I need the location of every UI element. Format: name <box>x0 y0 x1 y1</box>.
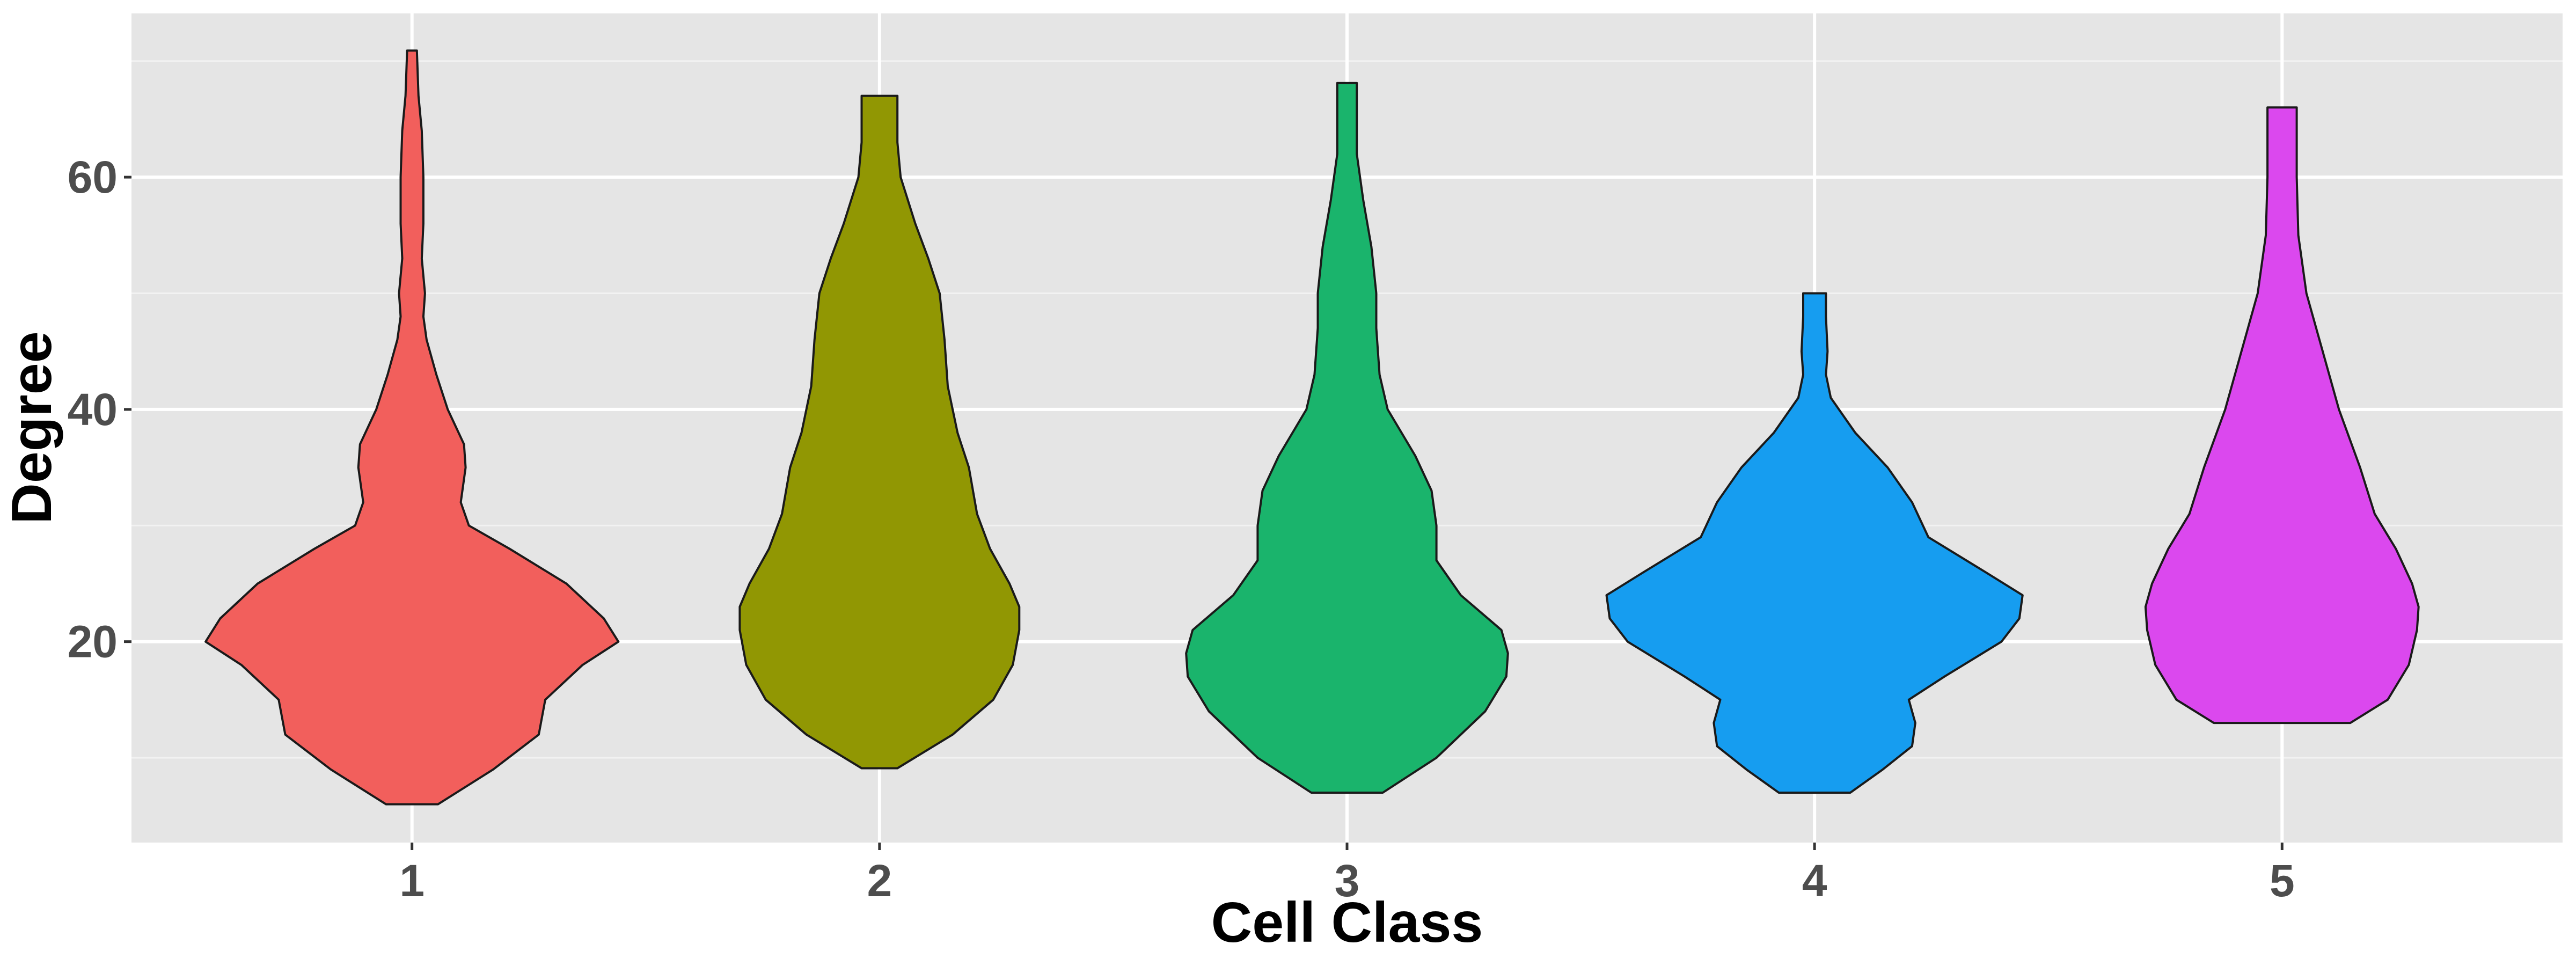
violin <box>204 49 620 806</box>
violins <box>204 49 2420 806</box>
violin <box>738 94 1021 770</box>
x-tick-label: 5 <box>2270 855 2295 906</box>
violin <box>1185 82 1509 794</box>
x-tick-label: 4 <box>1802 855 1827 906</box>
x-tick-label: 2 <box>867 855 892 906</box>
x-tick-label: 1 <box>399 855 425 906</box>
x-axis-title: Cell Class <box>1211 891 1483 954</box>
violin <box>1605 292 2024 794</box>
y-tick-label: 60 <box>68 152 118 202</box>
y-tick-label: 20 <box>68 617 118 667</box>
y-axis-title: Degree <box>0 331 63 524</box>
x-tick-label: 3 <box>1335 855 1360 906</box>
y-tick-label: 40 <box>68 384 118 435</box>
violin <box>2144 106 2420 724</box>
axes: 20 40 60 1 2 3 4 5 <box>68 152 2295 906</box>
